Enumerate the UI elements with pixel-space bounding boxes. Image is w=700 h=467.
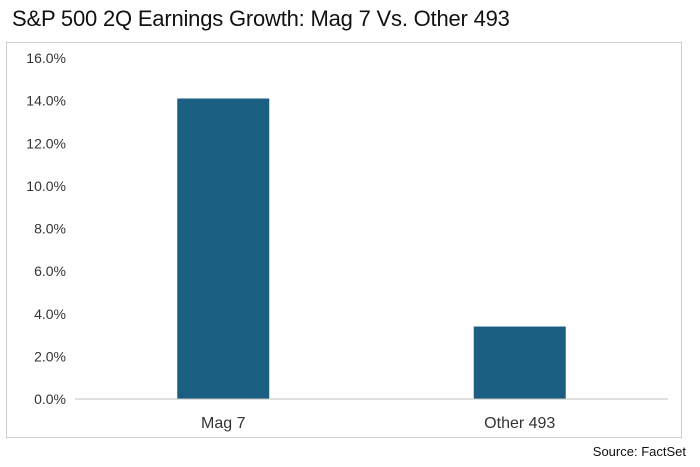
y-tick-label: 10.0% xyxy=(26,178,66,194)
y-tick-label: 12.0% xyxy=(26,135,66,151)
y-tick-label: 16.0% xyxy=(26,50,66,66)
x-tick-label: Mag 7 xyxy=(201,415,246,432)
y-tick-label: 0.0% xyxy=(34,391,66,407)
chart-frame xyxy=(6,42,682,438)
y-tick-label: 4.0% xyxy=(34,306,66,322)
bars xyxy=(177,98,566,400)
bar-mag-7 xyxy=(177,98,270,400)
y-tick-label: 8.0% xyxy=(34,221,66,237)
x-tick-label: Other 493 xyxy=(484,415,555,432)
y-tick-label: 14.0% xyxy=(26,93,66,109)
chart-title: S&P 500 2Q Earnings Growth: Mag 7 Vs. Ot… xyxy=(12,6,510,31)
y-tick-label: 6.0% xyxy=(34,263,66,279)
y-axis-ticks: 0.0% 2.0% 4.0% 6.0% 8.0% 10.0% 12.0% 14.0% 16.0% xyxy=(26,50,66,407)
y-tick-label: 2.0% xyxy=(34,348,66,364)
source-note: Source: FactSet xyxy=(592,444,686,459)
bar-other-493 xyxy=(473,326,566,399)
x-axis-ticks: Mag 7 Other 493 xyxy=(201,415,555,432)
